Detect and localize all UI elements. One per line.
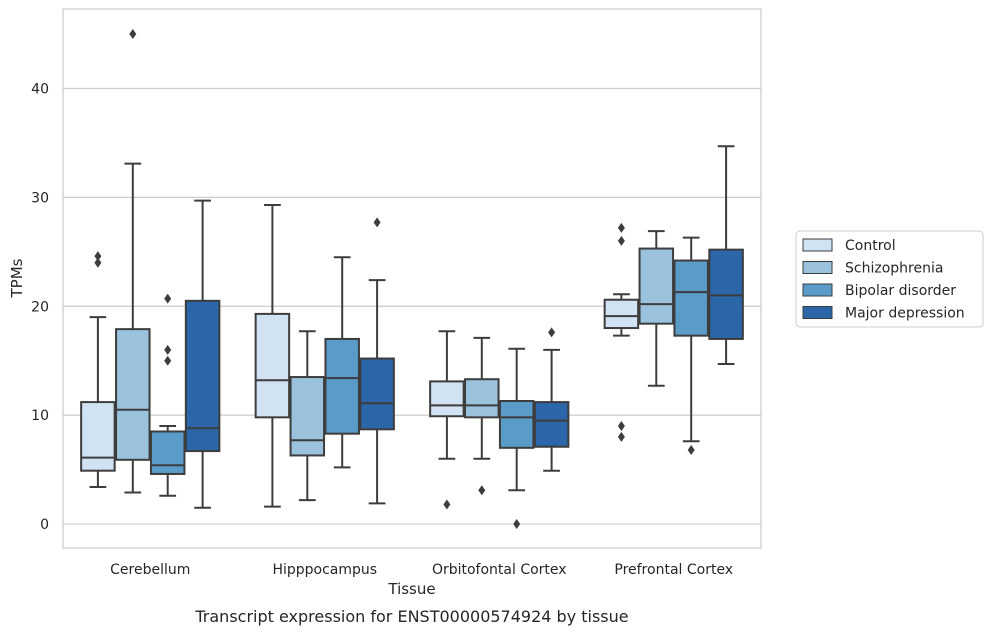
iqr-box [184, 299, 221, 453]
outlier-point [617, 222, 625, 233]
box-bipolar-disorder [498, 347, 535, 530]
outlier-point [617, 421, 625, 432]
box-schizophrenia [289, 330, 326, 502]
x-tick-labels: Cerebellum Hipppocampus Orbitofontal Corte… [110, 562, 733, 578]
outlier-point [548, 327, 556, 338]
outlier-point [617, 431, 625, 442]
box-major-depression [184, 199, 221, 509]
iqr-box [359, 357, 395, 431]
box-schizophrenia [638, 230, 675, 387]
outlier-point [687, 445, 695, 455]
iqr-box [115, 328, 151, 461]
iqr-box [254, 312, 291, 419]
box-bipolar-disorder [149, 293, 186, 497]
legend-frame [795, 230, 984, 328]
legend-label: Major depression [845, 306, 965, 322]
outlier-point [373, 217, 381, 228]
outlier-point [129, 29, 137, 40]
outlier-point [443, 499, 451, 510]
outlier-point [94, 257, 102, 268]
outlier-point [617, 235, 625, 246]
x-tick-label: Hipppocampus [272, 562, 377, 578]
iqr-box [603, 298, 640, 330]
legend: Control Schizophrenia Bipolar disorder Majo… [795, 230, 984, 328]
y-tick-label: 40 [31, 81, 49, 97]
iqr-box [533, 401, 570, 448]
gridlines [63, 87, 761, 525]
legend-label: Schizophrenia [845, 261, 943, 277]
box-series [80, 29, 744, 530]
box-schizophrenia [115, 29, 151, 494]
outlier-point [478, 485, 486, 496]
box-major-depression [359, 217, 395, 505]
iqr-box [289, 376, 326, 457]
outlier-point [164, 293, 172, 304]
outlier-point [164, 344, 172, 355]
legend-label: Control [845, 238, 896, 254]
box-control [429, 330, 465, 510]
iqr-box [80, 401, 116, 472]
legend-swatch [802, 238, 833, 252]
box-major-depression [708, 145, 744, 365]
iqr-box [464, 378, 500, 419]
box-schizophrenia [464, 336, 500, 496]
iqr-box [708, 248, 744, 340]
iqr-box [324, 337, 360, 435]
x-axis-label: Tissue [387, 580, 435, 598]
legend-swatch [802, 283, 833, 297]
y-axis-label: TPMs [8, 258, 26, 298]
chart-caption: Transcript expression for ENST0000057492… [194, 607, 628, 626]
x-tick-label: Prefrontal Cortex [614, 562, 733, 578]
box-control [80, 251, 116, 489]
box-control [603, 222, 640, 442]
iqr-box [429, 380, 465, 418]
box-control [254, 204, 291, 508]
outlier-point [164, 355, 172, 366]
y-tick-label: 0 [40, 517, 49, 533]
outlier-point [513, 519, 521, 530]
iqr-box [149, 430, 186, 475]
iqr-box [673, 259, 709, 337]
y-tick-label: 30 [31, 190, 49, 206]
iqr-box [638, 247, 675, 325]
x-tick-label: Orbitofontal Cortex [432, 562, 567, 578]
iqr-box [498, 400, 535, 449]
legend-swatch [802, 306, 833, 319]
box-bipolar-disorder [673, 236, 709, 455]
x-tick-label: Cerebellum [110, 562, 190, 578]
legend-label: Bipolar disorder [845, 283, 956, 299]
y-tick-labels: 0 10 20 30 40 [31, 81, 49, 533]
box-bipolar-disorder [324, 256, 360, 469]
box-major-depression [533, 327, 570, 472]
y-tick-label: 10 [31, 408, 49, 424]
outlier-point [94, 251, 102, 262]
plot-frame [62, 8, 762, 549]
legend-swatch [802, 261, 833, 274]
y-tick-label: 20 [31, 299, 49, 315]
